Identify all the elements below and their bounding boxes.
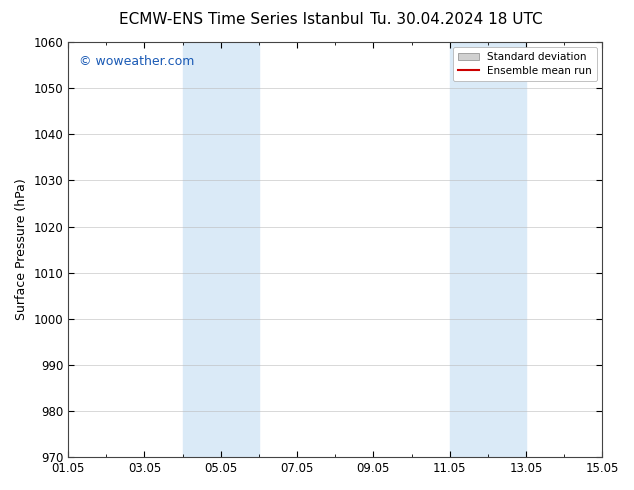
Bar [183, 42, 259, 457]
Text: Tu. 30.04.2024 18 UTC: Tu. 30.04.2024 18 UTC [370, 12, 543, 27]
Text: © woweather.com: © woweather.com [79, 54, 194, 68]
Y-axis label: Surface Pressure (hPa): Surface Pressure (hPa) [15, 179, 28, 320]
Legend: Standard deviation, Ensemble mean run: Standard deviation, Ensemble mean run [453, 47, 597, 81]
Bar [450, 42, 526, 457]
Text: ECMW-ENS Time Series Istanbul: ECMW-ENS Time Series Istanbul [119, 12, 363, 27]
